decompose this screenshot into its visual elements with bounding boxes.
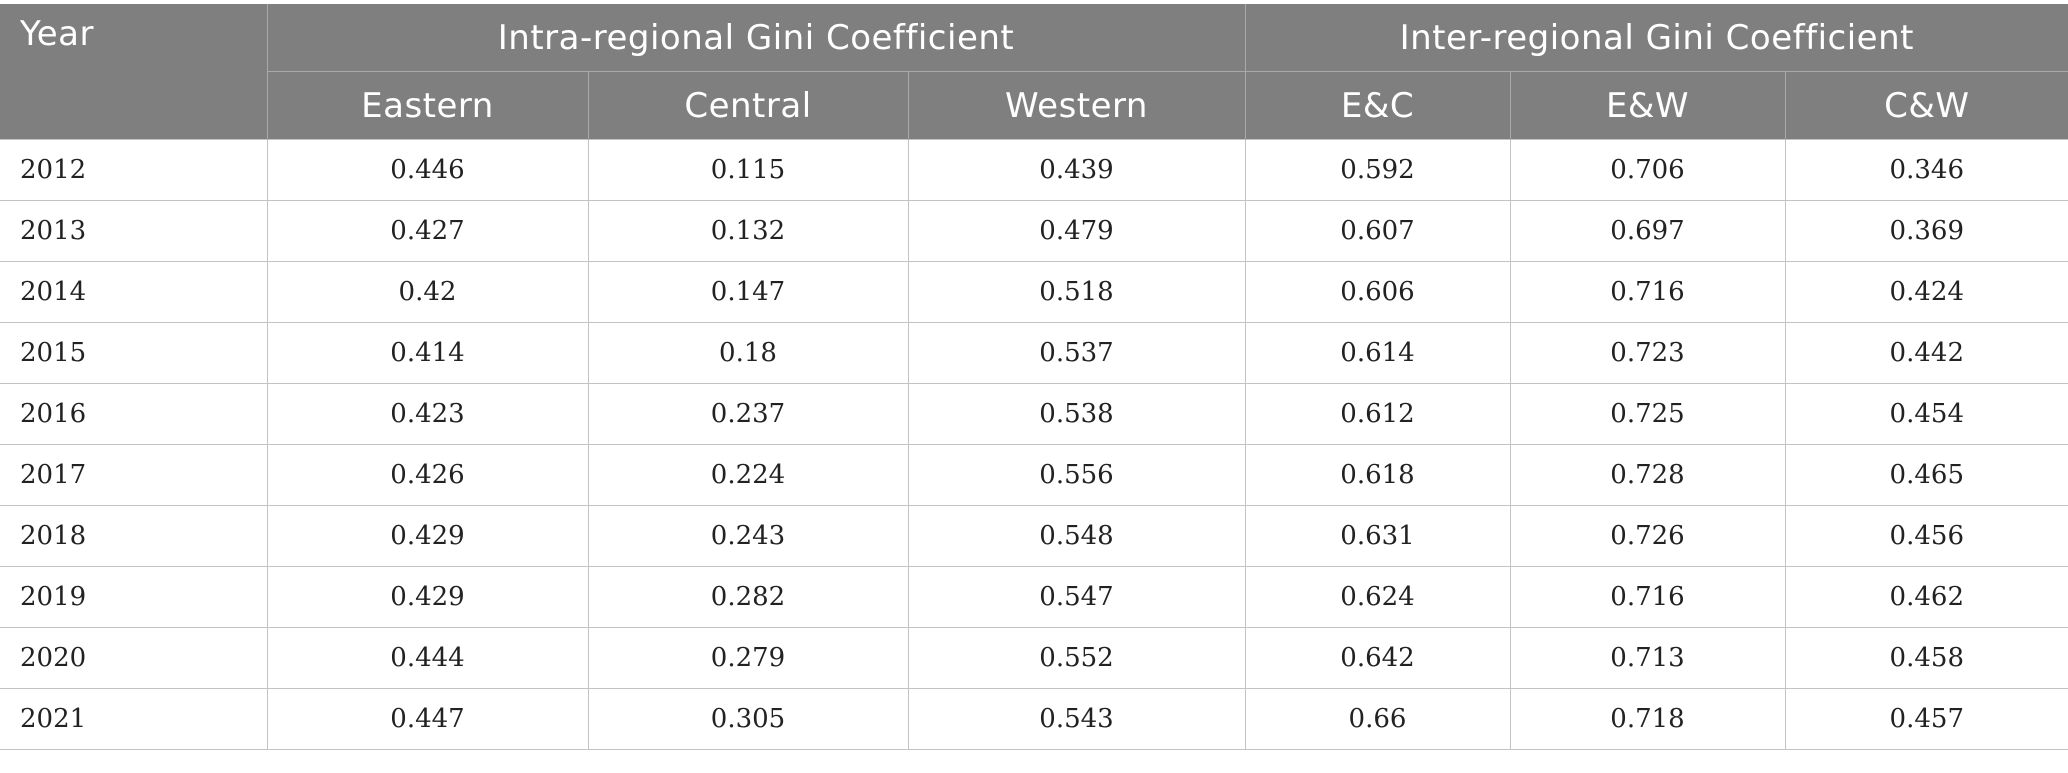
c-and-w-value-cell: 0.424: [1784, 261, 2068, 323]
table-row: 2012 0.446 0.115 0.439 0.592 0.706 0.346: [0, 139, 2068, 201]
c-and-w-column-header: C&W: [1784, 71, 2068, 140]
e-and-c-value-cell: 0.614: [1244, 322, 1511, 384]
table-row: 2014 0.42 0.147 0.518 0.606 0.716 0.424: [0, 261, 2068, 323]
year-cell: 2016: [0, 383, 268, 445]
c-and-w-value-cell: 0.442: [1784, 322, 2068, 384]
western-value-cell: 0.518: [907, 261, 1246, 323]
e-and-c-value-cell: 0.618: [1244, 444, 1511, 506]
western-value-cell: 0.547: [907, 566, 1246, 628]
year-cell: 2019: [0, 566, 268, 628]
central-value-cell: 0.224: [587, 444, 909, 506]
western-column-header: Western: [907, 71, 1246, 140]
e-and-w-value-cell: 0.716: [1509, 566, 1786, 628]
e-and-w-value-cell: 0.713: [1509, 627, 1786, 689]
header-subcolumn-row: Eastern Central Western E&C E&W C&W: [0, 71, 2068, 140]
intra-regional-group-header: Intra-regional Gini Coefficient: [266, 4, 1246, 72]
year-cell: 2015: [0, 322, 268, 384]
e-and-w-value-cell: 0.725: [1509, 383, 1786, 445]
e-and-w-column-header: E&W: [1509, 71, 1786, 140]
table-row: 2021 0.447 0.305 0.543 0.66 0.718 0.457: [0, 688, 2068, 750]
eastern-value-cell: 0.446: [266, 139, 589, 201]
table-header: Year Intra-regional Gini Coefficient Int…: [0, 4, 2068, 140]
year-cell: 2020: [0, 627, 268, 689]
eastern-value-cell: 0.42: [266, 261, 589, 323]
e-and-w-value-cell: 0.716: [1509, 261, 1786, 323]
central-value-cell: 0.115: [587, 139, 909, 201]
e-and-w-value-cell: 0.728: [1509, 444, 1786, 506]
year-cell: 2021: [0, 688, 268, 750]
e-and-w-value-cell: 0.697: [1509, 200, 1786, 262]
eastern-value-cell: 0.426: [266, 444, 589, 506]
e-and-c-value-cell: 0.606: [1244, 261, 1511, 323]
central-column-header: Central: [587, 71, 909, 140]
central-value-cell: 0.282: [587, 566, 909, 628]
e-and-c-value-cell: 0.607: [1244, 200, 1511, 262]
e-and-c-column-header: E&C: [1244, 71, 1511, 140]
e-and-c-value-cell: 0.631: [1244, 505, 1511, 567]
e-and-c-value-cell: 0.66: [1244, 688, 1511, 750]
table-row: 2015 0.414 0.18 0.537 0.614 0.723 0.442: [0, 322, 2068, 384]
e-and-w-value-cell: 0.718: [1509, 688, 1786, 750]
eastern-value-cell: 0.429: [266, 505, 589, 567]
e-and-w-value-cell: 0.726: [1509, 505, 1786, 567]
table-row: 2019 0.429 0.282 0.547 0.624 0.716 0.462: [0, 566, 2068, 628]
eastern-value-cell: 0.444: [266, 627, 589, 689]
table-row: 2017 0.426 0.224 0.556 0.618 0.728 0.465: [0, 444, 2068, 506]
c-and-w-value-cell: 0.454: [1784, 383, 2068, 445]
western-value-cell: 0.552: [907, 627, 1246, 689]
central-value-cell: 0.147: [587, 261, 909, 323]
year-cell: 2014: [0, 261, 268, 323]
year-cell: 2013: [0, 200, 268, 262]
year-column-header: Year: [0, 4, 268, 140]
header-group-row: Year Intra-regional Gini Coefficient Int…: [0, 4, 2068, 140]
table-row: 2018 0.429 0.243 0.548 0.631 0.726 0.456: [0, 505, 2068, 567]
gini-coefficient-table: Year Intra-regional Gini Coefficient Int…: [0, 4, 2068, 750]
year-cell: 2012: [0, 139, 268, 201]
central-value-cell: 0.18: [587, 322, 909, 384]
eastern-column-header: Eastern: [266, 71, 589, 140]
western-value-cell: 0.556: [907, 444, 1246, 506]
central-value-cell: 0.237: [587, 383, 909, 445]
c-and-w-value-cell: 0.369: [1784, 200, 2068, 262]
year-cell: 2017: [0, 444, 268, 506]
e-and-c-value-cell: 0.642: [1244, 627, 1511, 689]
table-body: 2012 0.446 0.115 0.439 0.592 0.706 0.346 2013 0.…: [0, 139, 2068, 750]
eastern-value-cell: 0.414: [266, 322, 589, 384]
e-and-c-value-cell: 0.592: [1244, 139, 1511, 201]
eastern-value-cell: 0.427: [266, 200, 589, 262]
eastern-value-cell: 0.429: [266, 566, 589, 628]
western-value-cell: 0.548: [907, 505, 1246, 567]
c-and-w-value-cell: 0.457: [1784, 688, 2068, 750]
c-and-w-value-cell: 0.458: [1784, 627, 2068, 689]
e-and-c-value-cell: 0.624: [1244, 566, 1511, 628]
western-value-cell: 0.479: [907, 200, 1246, 262]
western-value-cell: 0.543: [907, 688, 1246, 750]
c-and-w-value-cell: 0.465: [1784, 444, 2068, 506]
table-row: 2020 0.444 0.279 0.552 0.642 0.713 0.458: [0, 627, 2068, 689]
table-row: 2016 0.423 0.237 0.538 0.612 0.725 0.454: [0, 383, 2068, 445]
table-row: 2013 0.427 0.132 0.479 0.607 0.697 0.369: [0, 200, 2068, 262]
c-and-w-value-cell: 0.456: [1784, 505, 2068, 567]
year-cell: 2018: [0, 505, 268, 567]
central-value-cell: 0.132: [587, 200, 909, 262]
inter-regional-group-header: Inter-regional Gini Coefficient: [1244, 4, 2068, 72]
western-value-cell: 0.538: [907, 383, 1246, 445]
c-and-w-value-cell: 0.346: [1784, 139, 2068, 201]
c-and-w-value-cell: 0.462: [1784, 566, 2068, 628]
central-value-cell: 0.243: [587, 505, 909, 567]
e-and-w-value-cell: 0.723: [1509, 322, 1786, 384]
central-value-cell: 0.279: [587, 627, 909, 689]
western-value-cell: 0.537: [907, 322, 1246, 384]
e-and-c-value-cell: 0.612: [1244, 383, 1511, 445]
e-and-w-value-cell: 0.706: [1509, 139, 1786, 201]
central-value-cell: 0.305: [587, 688, 909, 750]
eastern-value-cell: 0.447: [266, 688, 589, 750]
eastern-value-cell: 0.423: [266, 383, 589, 445]
western-value-cell: 0.439: [907, 139, 1246, 201]
